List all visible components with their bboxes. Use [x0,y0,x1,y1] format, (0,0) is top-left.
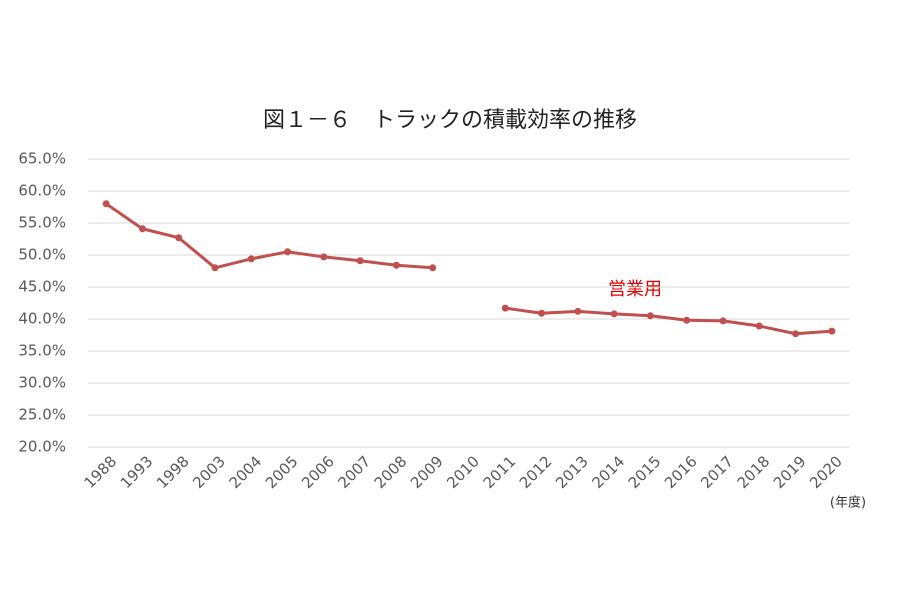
x-tick-label: 2005 [262,452,302,492]
x-tick-label: 2019 [770,452,810,492]
data-point [683,316,691,324]
y-tick-label: 35.0% [18,342,66,360]
data-point [828,327,836,335]
y-tick-label: 60.0% [18,182,66,200]
y-tick-label: 65.0% [18,150,66,168]
series-line [105,202,832,336]
annotation: 営業用 [608,279,662,300]
x-tick-label: 1993 [117,452,157,492]
x-tick-label: 1998 [153,452,193,492]
x-tick-label: 2020 [806,452,846,492]
data-point [211,264,219,272]
x-tick-label: 2017 [697,452,737,492]
x-tick-label: 2015 [625,452,665,492]
x-unit-label: (年度) [830,495,866,511]
y-tick-label: 55.0% [18,214,66,232]
x-tick-label: 2011 [480,452,520,492]
data-point [320,253,328,261]
x-tick-label: 2010 [443,452,483,492]
y-tick-label: 40.0% [18,310,66,328]
x-tick-label: 2006 [298,452,338,492]
x-tick-label: 2004 [226,452,266,492]
x-tick-label: 2013 [552,452,592,492]
data-point [102,200,110,208]
x-tick-label: 1988 [80,452,120,492]
data-point [356,257,364,265]
x-tick-label: 2016 [661,452,701,492]
data-point [429,264,437,272]
data-point [284,248,292,256]
x-tick-label: 2018 [734,452,774,492]
data-point [247,255,255,263]
y-tick-label: 20.0% [18,438,66,456]
data-point [646,312,654,320]
data-point [610,310,618,318]
data-point [538,309,546,317]
y-tick-label: 45.0% [18,278,66,296]
y-tick-label: 50.0% [18,246,66,264]
x-tick-label: 2012 [516,452,556,492]
y-tick-label: 25.0% [18,406,66,424]
x-tick-label: 2007 [334,452,374,492]
data-point [792,330,800,338]
data-point [138,225,146,233]
x-tick-label: 2003 [189,452,229,492]
data-point [501,304,509,312]
data-point [755,322,763,330]
x-tick-label: 2014 [588,452,628,492]
data-point [574,307,582,315]
data-point [392,261,400,269]
y-tick-label: 30.0% [18,374,66,392]
x-tick-label: 2008 [371,452,411,492]
x-tick-label: 2009 [407,452,447,492]
data-point [175,234,183,242]
data-point [719,317,727,325]
chart-title: 図１－６ トラックの積載効率の推移 [263,108,637,133]
